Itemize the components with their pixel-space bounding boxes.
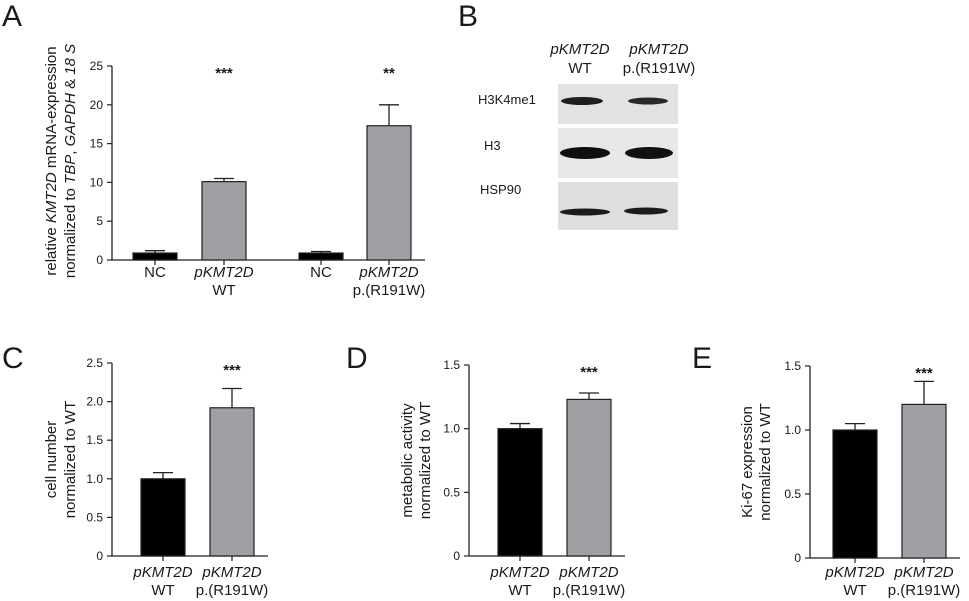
category-label: pKMT2D [132, 564, 192, 581]
category-label: NC [144, 264, 166, 281]
y-tick-label: 1.5 [86, 433, 103, 447]
y-tick-label: 0 [96, 549, 103, 563]
blot-band-hsp90-wt [560, 208, 610, 216]
y-axis-label-part: & [62, 75, 79, 93]
blot-band-h3k4me1-mutant [628, 97, 668, 105]
chart-d: 00.51.01.5 ***pKMT2DWTpKMT2Dp.(R191W)meta… [399, 358, 625, 599]
bar [209, 407, 255, 557]
bar [132, 252, 178, 261]
chart-c: 00.51.01.52.02.5 ***pKMT2DWTpKMT2Dp.(R191… [43, 356, 268, 599]
blot-band-hsp90-mutant [624, 207, 668, 215]
panel-letter-e: E [692, 342, 712, 375]
category-label: pKMT2D [824, 564, 884, 581]
category-label: pKMT2D [489, 564, 549, 581]
significance-marker: ** [383, 65, 395, 82]
category-label: pKMT2D [201, 564, 261, 581]
y-tick-label: 1.5 [443, 358, 460, 372]
blot-row-label-h3k4me1: H3K4me1 [478, 92, 536, 107]
bar [901, 403, 947, 559]
blot-column-2-line1: pKMT2D [628, 41, 688, 58]
y-tick-label: 25 [90, 59, 104, 73]
y-tick-label: 0.5 [443, 485, 460, 499]
y-axis-label-part: TBP [62, 155, 79, 184]
y-axis-label-part: KMT2D [43, 172, 60, 223]
panel-letter-a: A [2, 0, 22, 33]
category-label-line2: p.(R191W) [196, 582, 269, 599]
y-axis-label-part: 18 S [62, 44, 79, 75]
y-tick-label: 1.0 [86, 472, 103, 486]
category-label-line2: p.(R191W) [888, 582, 961, 599]
blot-row-label-hsp90: HSP90 [480, 182, 521, 197]
category-label-line2: WT [151, 582, 174, 599]
significance-marker: *** [580, 364, 598, 381]
blot-band-h3-mutant [625, 147, 673, 159]
category-label-line2: WT [212, 282, 235, 299]
blot-band-h3-wt [560, 147, 610, 159]
panel-letter-d: D [346, 342, 368, 375]
y-axis-label-line2: normalized to WT [417, 402, 434, 520]
blot-row-label-h3: H3 [484, 138, 501, 153]
panel-letter-c: C [2, 342, 24, 375]
y-axis-label-part: mRNA-expression [43, 46, 60, 172]
bar [566, 398, 612, 557]
significance-marker: *** [215, 65, 233, 82]
y-tick-label: 10 [90, 175, 104, 189]
y-tick-label: 0 [453, 549, 460, 563]
bar [832, 429, 878, 559]
y-tick-label: 0 [794, 551, 801, 565]
y-tick-label: 0.5 [784, 487, 801, 501]
y-tick-label: 15 [90, 137, 104, 151]
y-tick-label: 0 [96, 253, 103, 267]
y-axis-label-line1: cell number [43, 421, 60, 499]
category-label: NC [310, 264, 332, 281]
blot-strip-hsp90 [558, 182, 678, 230]
category-label: pKMT2D [893, 564, 953, 581]
category-label-line2: p.(R191W) [553, 582, 626, 599]
category-label: pKMT2D [558, 564, 618, 581]
y-axis-label-line2: normalized to WT [62, 401, 79, 519]
y-axis-label-line2: normalized to WT [757, 403, 774, 521]
chart-e: 00.51.01.5 ***pKMT2DWTpKMT2Dp.(R191W)Ki-6… [739, 359, 960, 599]
bar [497, 428, 543, 557]
y-tick-label: 5 [96, 214, 103, 228]
y-tick-label: 0.5 [86, 510, 103, 524]
significance-marker: *** [223, 362, 241, 379]
bar [366, 125, 412, 261]
y-axis-label-line1: relative KMT2D mRNA-expression [43, 46, 60, 275]
blot-column-2-line2: p.(R191W) [623, 60, 696, 77]
category-label-line2: p.(R191W) [353, 282, 426, 299]
y-tick-label: 20 [90, 98, 104, 112]
y-tick-label: 1.5 [784, 359, 801, 373]
panel-letter-b: B [458, 0, 478, 33]
category-label-line2: WT [508, 582, 531, 599]
blot-band-h3k4me1-wt [561, 97, 603, 105]
category-label: pKMT2D [358, 264, 418, 281]
category-label: pKMT2D [193, 264, 253, 281]
bar [201, 181, 247, 261]
y-axis-label-line2: normalized to TBP, GAPDH & 18 S [62, 44, 79, 278]
category-label-line2: WT [843, 582, 866, 599]
blot-column-1-line2: WT [568, 60, 591, 77]
y-axis-label-part: normalized to [62, 184, 79, 278]
y-tick-label: 1.0 [784, 423, 801, 437]
western-blot: pKMT2D WT pKMT2D p.(R191W) H3K4me1 H3 HS… [478, 41, 695, 230]
y-axis-label-part: , [62, 146, 79, 154]
y-axis-label-part: GAPDH [62, 93, 79, 147]
bar [298, 252, 344, 261]
y-tick-label: 1.0 [443, 422, 460, 436]
bar [140, 478, 186, 557]
significance-marker: *** [915, 365, 933, 382]
y-axis-label-line1: metabolic activity [399, 403, 416, 518]
y-axis-label-line1: Ki-67 expression [739, 406, 756, 518]
y-tick-label: 2.0 [86, 395, 103, 409]
blot-column-1-line1: pKMT2D [549, 41, 609, 58]
y-axis-label-part: relative [43, 223, 60, 276]
y-tick-label: 2.5 [86, 356, 103, 370]
